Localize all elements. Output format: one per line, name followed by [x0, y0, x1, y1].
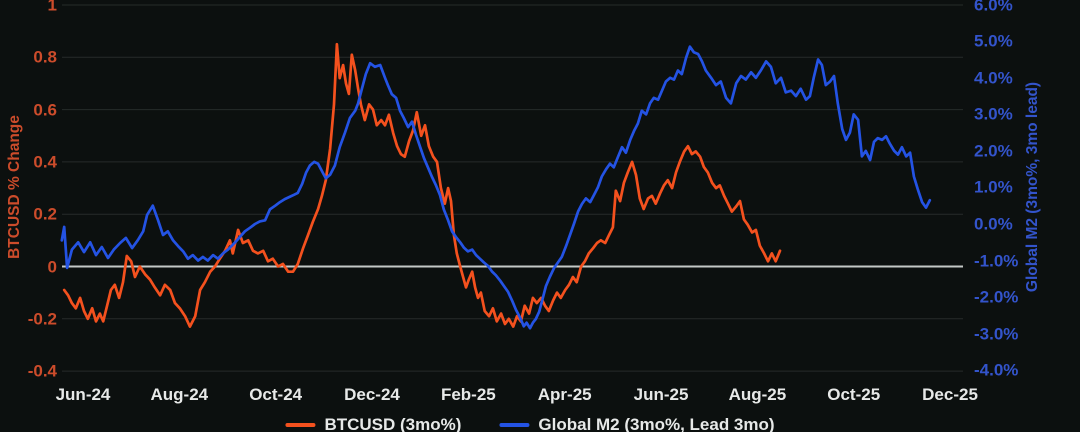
right-axis-tick-label: -3.0% [974, 324, 1019, 344]
legend: BTCUSD (3mo%) Global M2 (3mo%, Lead 3mo) [285, 415, 775, 432]
right-axis-tick-label: 4.0% [974, 68, 1013, 88]
legend-swatch-btcusd [285, 423, 316, 427]
left-axis-tick-label: 0.6 [33, 100, 57, 120]
legend-item-btcusd: BTCUSD (3mo%) [285, 415, 461, 432]
right-axis-tick-label: -1.0% [974, 251, 1019, 271]
left-axis-tick-label: 0.4 [33, 152, 57, 172]
left-axis-tick-label: 1 [47, 0, 57, 15]
x-axis-tick-label: Dec-25 [922, 385, 978, 404]
left-axis-tick-label: 0.2 [33, 204, 57, 224]
legend-label: BTCUSD (3mo%) [324, 415, 462, 432]
right-axis-tick-label: -2.0% [974, 287, 1019, 307]
x-axis-tick-label: Dec-24 [344, 385, 400, 404]
legend-label: Global M2 (3mo%, Lead 3mo) [538, 415, 775, 432]
legend-item-m2: Global M2 (3mo%, Lead 3mo) [499, 415, 775, 432]
series-line-m2 [60, 45, 932, 330]
left-axis-tick-label: -0.2 [27, 309, 57, 329]
x-axis-tick-label: Aug-25 [728, 385, 787, 404]
left-axis-tick-label: -0.4 [27, 361, 57, 381]
right-axis-tick-label: 5.0% [974, 31, 1013, 51]
left-axis-title: BTCUSD % Change [6, 115, 23, 259]
x-axis-tick-label: Apr-25 [537, 385, 592, 404]
x-axis-tick-label: Feb-25 [440, 385, 496, 404]
right-axis-tick-label: 1.0% [974, 177, 1013, 197]
x-axis-tick-label: Jun-24 [55, 385, 111, 404]
x-axis-tick-label: Oct-25 [827, 385, 881, 404]
legend-swatch-m2 [499, 423, 530, 427]
x-axis-tick-label: Jun-25 [633, 385, 689, 404]
right-axis-tick-label: 2.0% [974, 141, 1013, 161]
right-axis-tick-label: 3.0% [974, 104, 1013, 124]
right-axis-tick-label: 0.0% [974, 214, 1013, 234]
left-axis-tick-label: 0.8 [33, 47, 57, 67]
x-axis-tick-label: Aug-24 [150, 385, 209, 404]
x-axis-tick-label: Oct-24 [249, 385, 303, 404]
right-axis-title: Global M2 (3mo%, 3mo lead) [1024, 81, 1041, 293]
right-axis-tick-label: -4.0% [974, 360, 1019, 380]
right-axis-tick-label: 6.0% [974, 0, 1013, 15]
left-axis-tick-label: 0 [47, 257, 57, 276]
series-line-btcusd [62, 42, 782, 328]
